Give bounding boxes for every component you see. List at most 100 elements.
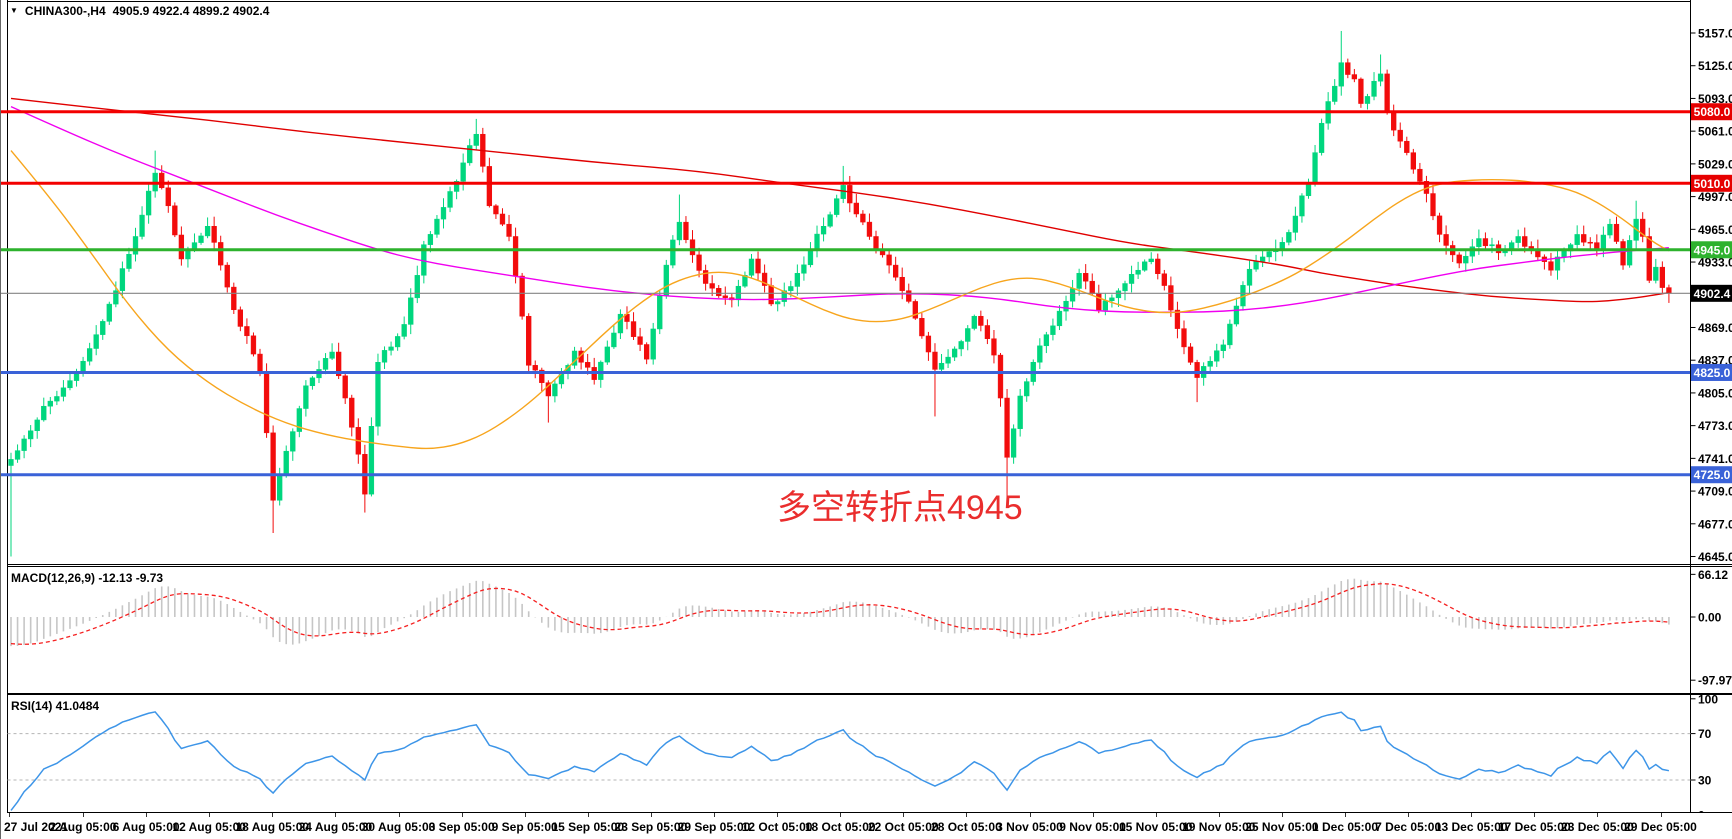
- time-axis-tick: [1408, 813, 1410, 817]
- svg-text:5010.0: 5010.0: [1694, 177, 1731, 191]
- symbol-dropdown-icon[interactable]: ▼: [10, 6, 18, 15]
- price-tick-label: 5061.0: [1698, 125, 1732, 139]
- symbol-period-label: CHINA300-,H4: [24, 4, 106, 18]
- svg-text:4945.0: 4945.0: [1694, 243, 1731, 257]
- price-tick-label: 4997.0: [1698, 190, 1732, 204]
- svg-text:4725.0: 4725.0: [1694, 468, 1731, 482]
- date-label: 18 Aug 05:00: [235, 820, 310, 834]
- price-badge-4945.0: 4945.0: [1691, 241, 1732, 259]
- rsi-line: [10, 711, 1670, 811]
- time-axis-tick: [461, 813, 463, 817]
- date-label: 19 Nov 05:00: [1182, 820, 1256, 834]
- date-label: 17 Dec 05:00: [1497, 820, 1571, 834]
- time-axis-tick: [1534, 813, 1536, 817]
- date-label: 28 Oct 05:00: [931, 820, 1002, 834]
- svg-text:5080.0: 5080.0: [1694, 105, 1731, 119]
- svg-text:100: 100: [1698, 694, 1718, 706]
- date-label: 27 Jul 2021: [4, 820, 69, 834]
- time-axis-tick: [1281, 813, 1283, 817]
- price-tick-label: 4709.0: [1698, 485, 1732, 499]
- svg-text:4825.0: 4825.0: [1694, 366, 1731, 380]
- time-axis-tick: [777, 813, 779, 817]
- date-label: 29 Sep 05:00: [677, 820, 751, 834]
- price-tick-label: 5157.0: [1698, 27, 1732, 41]
- rsi-panel[interactable]: 100 70 30 0 RSI(14) 41.0484: [1, 694, 1732, 813]
- price-tick-label: 4645.0: [1698, 550, 1732, 564]
- date-label: 15 Nov 05:00: [1118, 820, 1193, 834]
- macd-label: MACD(12,26,9) -12.13 -9.73: [11, 571, 164, 585]
- macd-panel[interactable]: 66.12 0.00 -97.97 MACD(12,26,9) -12.13 -9.…: [1, 566, 1732, 694]
- date-label: 6 Aug 05:00: [112, 820, 180, 834]
- time-axis-tick: [83, 813, 84, 817]
- time-axis-tick: [272, 813, 274, 817]
- svg-text:66.12: 66.12: [1698, 568, 1728, 582]
- time-axis[interactable]: 27 Jul 2021 2 Aug 05:00 6 Aug 05:00 12 Aug …: [1, 813, 1732, 839]
- price-tick-label: 4869.0: [1698, 321, 1732, 335]
- horizontal-level-lines[interactable]: [1, 110, 1691, 477]
- date-label: 3 Nov 05:00: [996, 820, 1063, 834]
- time-axis-tick: [1597, 813, 1599, 817]
- date-label: 30 Aug 05:00: [361, 820, 436, 834]
- price-badge-5010.0: 5010.0: [1691, 174, 1732, 192]
- date-label: 2 Aug 05:00: [49, 820, 117, 834]
- time-axis-tick: [966, 813, 968, 817]
- time-axis-tick: [1029, 813, 1031, 817]
- price-tick-label: 5125.0: [1698, 59, 1732, 73]
- macd-canvas[interactable]: 66.12 0.00 -97.97: [1, 566, 1732, 694]
- macd-signal-line: [10, 583, 1669, 645]
- time-axis-tick: [1155, 813, 1157, 817]
- time-axis-tick: [650, 813, 652, 817]
- time-axis-tick: [714, 813, 715, 817]
- price-badge-4902.4: 4902.4: [1691, 284, 1732, 302]
- svg-text:70: 70: [1698, 727, 1712, 741]
- time-axis-tick: [587, 813, 589, 817]
- price-badge-5080.0: 5080.0: [1691, 103, 1732, 121]
- date-label: 29 Dec 05:00: [1624, 820, 1697, 834]
- time-axis-tick: [524, 813, 526, 817]
- date-label: 22 Oct 05:00: [867, 820, 939, 834]
- price-tick-label: 5029.0: [1698, 157, 1732, 171]
- candlestick-series: [8, 30, 1672, 557]
- ma-slow-line: [10, 97, 1670, 303]
- price-badge-4725.0: 4725.0: [1691, 466, 1732, 484]
- time-axis-tick: [335, 813, 337, 817]
- svg-text:0: 0: [1698, 808, 1705, 813]
- price-tick-label: 4965.0: [1698, 223, 1732, 237]
- date-label: 3 Sep 05:00: [428, 820, 495, 834]
- time-axis-tick: [1092, 813, 1094, 817]
- date-label: 12 Aug 05:00: [172, 820, 246, 834]
- date-label: 18 Oct 05:00: [804, 820, 876, 834]
- time-axis-tick: [840, 813, 842, 817]
- date-label: 24 Aug 05:00: [298, 820, 373, 834]
- date-label: 9 Nov 05:00: [1059, 820, 1126, 834]
- price-tick-label: 4773.0: [1698, 419, 1732, 433]
- date-label: 13 Dec 05:00: [1434, 820, 1508, 834]
- date-label: 9 Sep 05:00: [491, 820, 558, 834]
- date-label: 23 Sep 05:00: [614, 820, 688, 834]
- main-panel-border: [7, 0, 1732, 566]
- date-label: 7 Dec 05:00: [1375, 820, 1442, 834]
- date-label: 12 Oct 05:00: [741, 820, 813, 834]
- svg-text:4902.4: 4902.4: [1694, 287, 1731, 301]
- time-axis-tick: [398, 813, 400, 817]
- price-chart-canvas[interactable]: 5157.0 5125.0 5093.0 5061.0 5029.0 4997.0 4965…: [1, 0, 1732, 566]
- price-tick-label: 5093.0: [1698, 92, 1732, 106]
- macd-axis: 66.12 0.00 -97.97: [1690, 568, 1732, 688]
- ma-medium-line: [10, 105, 1669, 313]
- main-chart-panel[interactable]: 5157.0 5125.0 5093.0 5061.0 5029.0 4997.0 4965…: [1, 0, 1732, 566]
- rsi-axis: 100 70 30 0: [1690, 694, 1718, 813]
- chart-title: ▼ CHINA300-,H4 4905.9 4922.4 4899.2 4902…: [10, 4, 269, 18]
- ohlc-values: 4905.9 4922.4 4899.2 4902.4: [112, 4, 270, 18]
- svg-text:0.00: 0.00: [1698, 611, 1722, 625]
- time-axis-tick: [209, 813, 211, 817]
- time-axis-tick: [1471, 813, 1473, 817]
- price-badge-4825.0: 4825.0: [1691, 363, 1732, 381]
- svg-text:30: 30: [1698, 774, 1712, 788]
- time-axis-tick: [1345, 813, 1346, 817]
- annotation-text: 多空转折点4945: [777, 489, 1023, 527]
- date-label: 1 Dec 05:00: [1311, 820, 1379, 834]
- rsi-canvas[interactable]: 100 70 30 0: [1, 694, 1732, 813]
- svg-text:-97.97: -97.97: [1698, 674, 1732, 688]
- price-tick-label: 4805.0: [1698, 386, 1732, 400]
